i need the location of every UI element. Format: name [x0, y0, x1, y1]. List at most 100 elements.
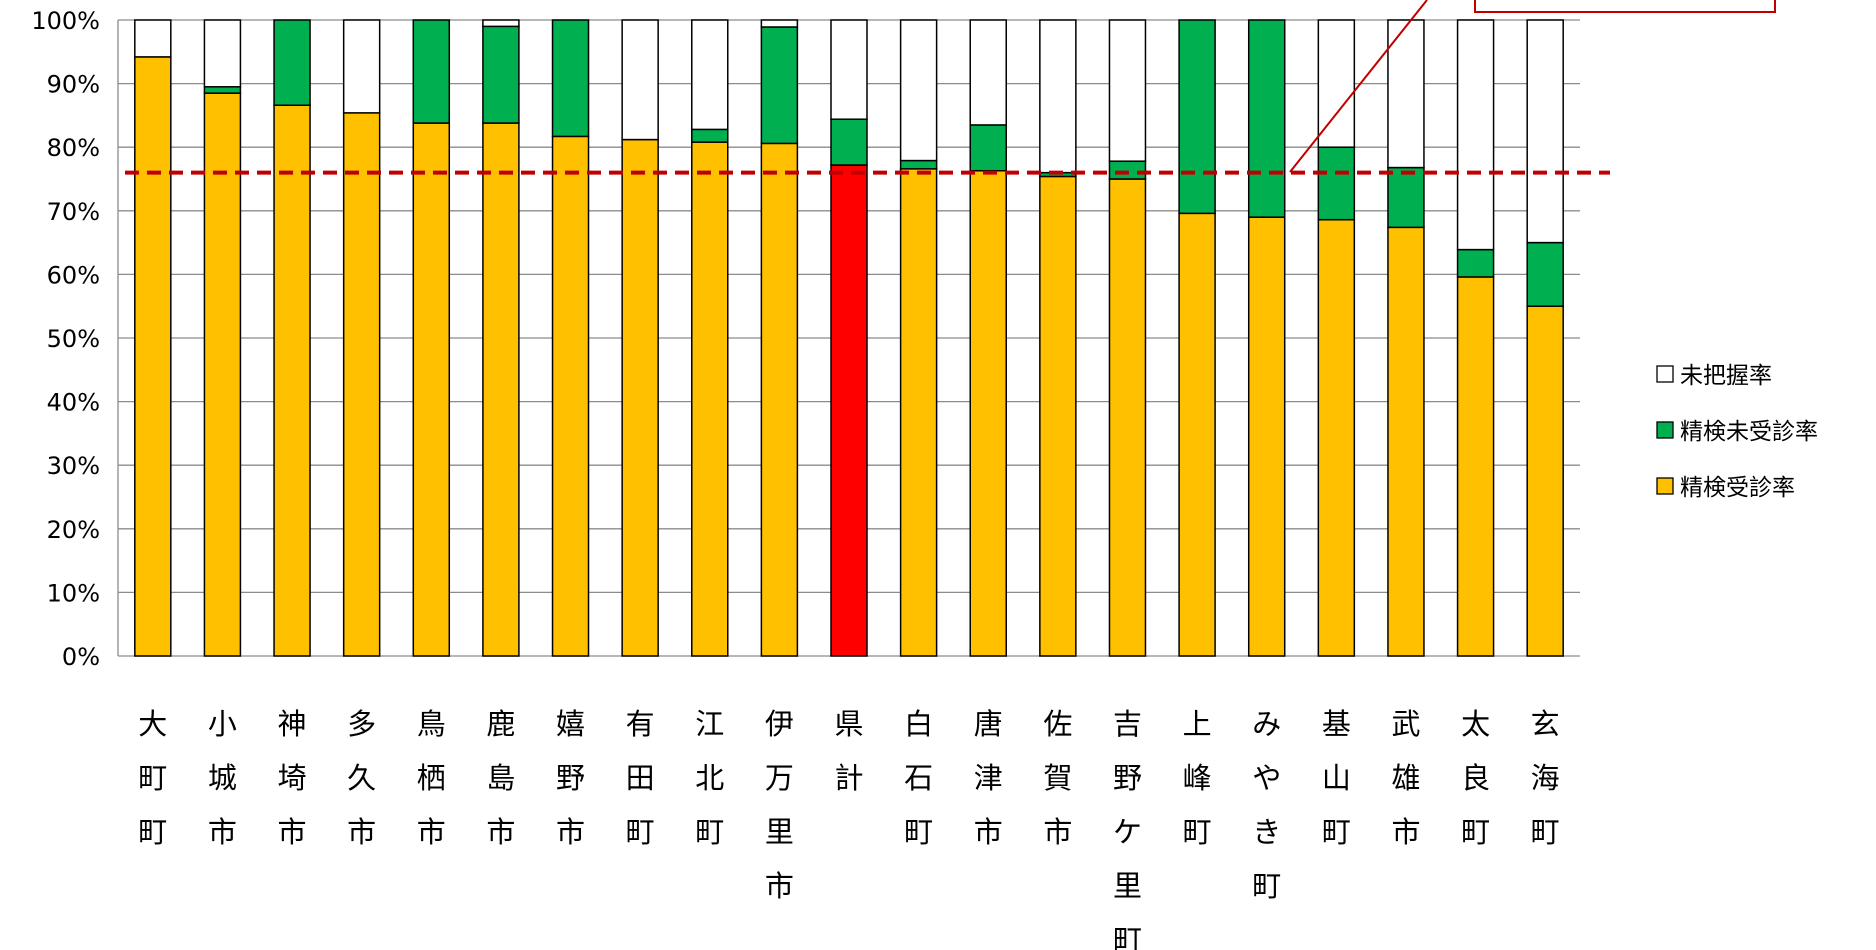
bar-segment: [691, 19, 729, 131]
legend-swatch: [1656, 365, 1674, 383]
x-category-label: 多久市: [347, 707, 376, 849]
bar-segment: [1317, 218, 1356, 657]
bar-segment: [273, 104, 311, 657]
y-tick-label: 50%: [47, 325, 100, 353]
legend-label: 精検受診率: [1680, 475, 1795, 501]
x-category-label: 江北町: [695, 707, 724, 849]
x-category-label: 太良町: [1461, 707, 1490, 849]
x-category-label: 県計: [834, 707, 863, 795]
x-category-label: 白石町: [904, 707, 933, 849]
x-category-label: 佐賀市: [1043, 707, 1072, 849]
legend-label: 未把握率: [1680, 363, 1772, 389]
bar-segment: [760, 19, 799, 28]
bar-segment: [830, 164, 868, 657]
bar-segment: [482, 19, 520, 28]
y-tick-label: 60%: [47, 261, 100, 289]
bar-segment: [1387, 226, 1425, 657]
bar-segment: [899, 19, 938, 162]
bar-segment: [1387, 19, 1425, 169]
bar-segment: [482, 25, 520, 124]
x-category-label: 基山町: [1322, 707, 1351, 849]
x-category-label: 吉野ケ里町: [1113, 707, 1142, 950]
bar-segment: [1247, 216, 1286, 657]
x-category-label: 武雄市: [1391, 707, 1420, 849]
bar-segment: [1317, 146, 1356, 221]
bar-segment: [412, 122, 451, 657]
y-tick-label: 0%: [62, 643, 100, 671]
bar-segment: [621, 138, 659, 657]
bar-segment: [342, 19, 381, 114]
bar-segment: [691, 128, 729, 143]
x-category-label: 上峰町: [1183, 707, 1212, 849]
callout-box: [1474, 0, 1776, 13]
bar-segment: [203, 86, 242, 94]
legend-label: 精検未受診率: [1680, 419, 1818, 445]
bar-segment: [1526, 241, 1564, 307]
x-category-label: 神埼市: [278, 707, 307, 849]
bar-segment: [1039, 19, 1077, 174]
bar-segment: [1247, 19, 1286, 218]
bar-segment: [203, 19, 242, 88]
callout-annotation: [1289, 0, 1776, 173]
bar-segment: [1526, 19, 1564, 244]
bar-segment: [1108, 19, 1147, 162]
bar-segment: [899, 159, 938, 170]
bar-segment: [273, 19, 311, 106]
bar-segment: [342, 112, 381, 657]
x-category-label: 大町町: [138, 707, 167, 849]
bar-segment: [830, 118, 868, 166]
bar-segment: [1108, 178, 1147, 657]
bars: [134, 19, 1564, 657]
bar-segment: [691, 141, 729, 657]
bar-segment: [1178, 19, 1216, 215]
bar-segment: [1456, 276, 1495, 657]
y-tick-label: 10%: [47, 579, 100, 607]
bar-segment: [482, 122, 520, 657]
y-tick-label: 70%: [47, 198, 100, 226]
bar-segment: [1039, 175, 1077, 657]
bar-segment: [830, 19, 868, 120]
bar-segment: [134, 19, 172, 58]
bar-segment: [969, 124, 1007, 172]
x-axis-labels: 大町町 小城市 神埼市 多久市 鳥栖市 鹿島市 嬉野市 有田町 江北町 伊万里市 県計 白石町 唐津市 佐…: [138, 707, 1559, 950]
legend-swatch: [1656, 477, 1674, 495]
bar-segment: [551, 19, 590, 138]
y-tick-label: 20%: [47, 516, 100, 544]
y-tick-label: 90%: [47, 71, 100, 99]
bar-segment: [551, 135, 590, 657]
bar-segment: [1317, 19, 1356, 148]
x-category-label: 鳥栖市: [417, 707, 446, 849]
bar-segment: [1108, 160, 1147, 180]
x-category-label: 鹿島市: [486, 707, 515, 849]
bar-segment: [1456, 248, 1495, 278]
x-category-label: みやき町: [1252, 707, 1281, 903]
callout-pointer: [1289, 0, 1428, 173]
legend-swatch: [1656, 421, 1674, 439]
bar-segment: [412, 19, 451, 124]
bar-segment: [969, 169, 1007, 657]
bar-segment: [899, 168, 938, 657]
bar-segment: [760, 142, 799, 657]
y-tick-label: 40%: [47, 389, 100, 417]
bar-segment: [760, 26, 799, 145]
bar-segment: [134, 56, 172, 657]
bar-segment: [1178, 212, 1216, 657]
x-category-label: 玄海町: [1531, 707, 1560, 849]
x-category-label: 小城市: [208, 707, 237, 849]
bar-segment: [969, 19, 1007, 126]
bar-segment: [621, 19, 659, 141]
x-category-label: 伊万里市: [765, 707, 794, 903]
bar-segment: [203, 92, 242, 657]
y-tick-label: 100%: [31, 7, 100, 35]
x-category-label: 唐津市: [974, 707, 1003, 849]
bar-segment: [1456, 19, 1495, 251]
bar-segment: [1387, 166, 1425, 229]
y-tick-label: 30%: [47, 452, 100, 480]
x-category-label: 有田町: [626, 707, 655, 849]
y-axis: 0% 10% 20% 30% 40% 50% 60% 70% 80% 90% 100%: [31, 7, 119, 671]
y-tick-label: 80%: [47, 134, 100, 162]
x-category-label: 嬉野市: [556, 707, 585, 849]
bar-segment: [1526, 305, 1564, 657]
